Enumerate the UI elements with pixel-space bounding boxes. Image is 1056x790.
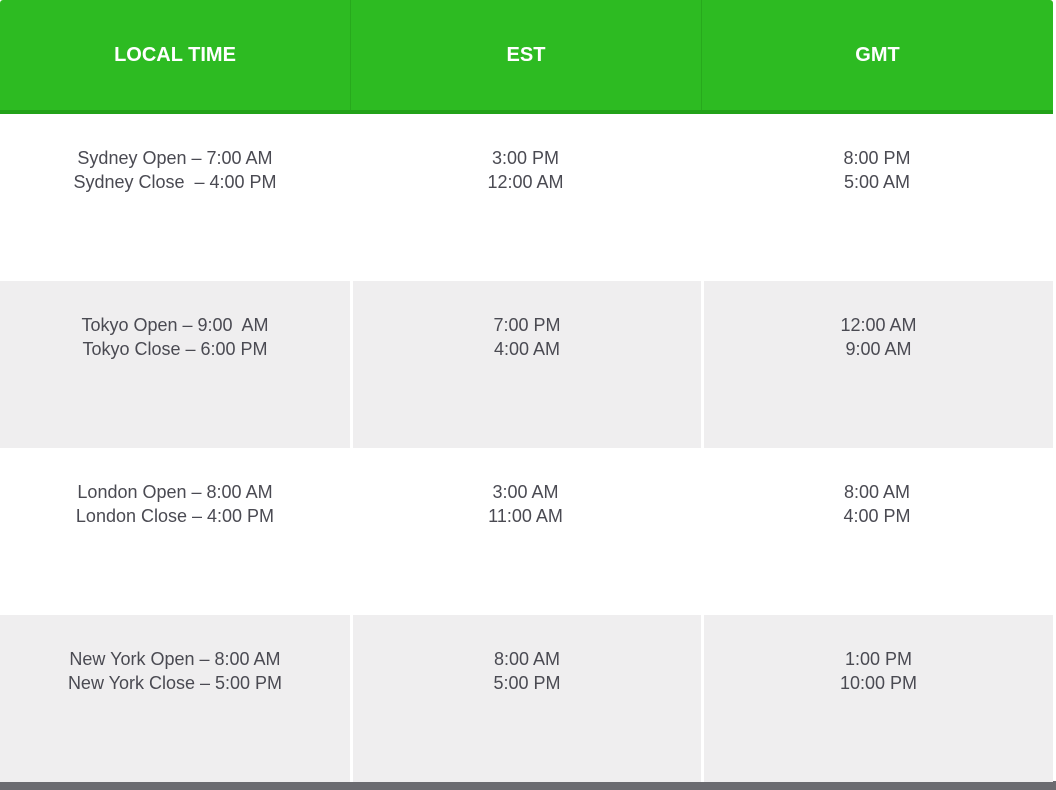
- table-cell: 8:00 AM 4:00 PM: [701, 448, 1053, 615]
- cell-text: 12:00 AM: [840, 315, 917, 335]
- cell-text: 11:00 AM: [488, 506, 563, 526]
- table-cell: Tokyo Open – 9:00 AM Tokyo Close – 6:00 P…: [0, 281, 350, 448]
- table-header: LOCAL TIME EST GMT: [0, 0, 1053, 114]
- table-cell: 1:00 PM 10:00 PM: [701, 615, 1053, 782]
- cell-text: 4:00 AM: [493, 339, 561, 359]
- cell-text: New York Open – 8:00 AM: [69, 649, 281, 669]
- cell-text: 4:00 PM: [843, 506, 911, 526]
- cell-text: Tokyo Close – 6:00 PM: [82, 339, 268, 359]
- cell-text: London Close – 4:00 PM: [75, 506, 275, 526]
- cell-text: 3:00 AM: [492, 482, 559, 502]
- cell-text: 8:00 AM: [493, 649, 561, 669]
- column-header: EST: [350, 0, 701, 110]
- table-row: New York Open – 8:00 AM New York Close – …: [0, 615, 1053, 782]
- table-row: London Open – 8:00 AM London Close – 4:00…: [0, 448, 1053, 615]
- table-row: Sydney Open – 7:00 AM Sydney Close – 4:00…: [0, 114, 1053, 281]
- cell-text: 8:00 AM: [843, 482, 911, 502]
- table-row: Tokyo Open – 9:00 AM Tokyo Close – 6:00 P…: [0, 281, 1053, 448]
- table-cell: New York Open – 8:00 AM New York Close – …: [0, 615, 350, 782]
- column-header: LOCAL TIME: [114, 43, 236, 66]
- cell-text: 5:00 PM: [493, 673, 561, 693]
- table-cell: Sydney Open – 7:00 AM Sydney Close – 4:00…: [0, 114, 350, 281]
- table-cell: 12:00 AM 9:00 AM: [701, 281, 1053, 448]
- cell-text: New York Close – 5:00 PM: [67, 673, 283, 693]
- cell-text: Sydney Open – 7:00 AM: [77, 148, 273, 168]
- footer-bar: [0, 781, 1056, 790]
- cell-text: 10:00 PM: [839, 673, 918, 693]
- table-cell: 8:00 PM 5:00 AM: [701, 114, 1053, 281]
- cell-text: 1:00 PM: [844, 649, 913, 669]
- column-header: GMT: [701, 0, 1053, 110]
- table-cell: 8:00 AM 5:00 PM: [350, 615, 701, 782]
- cell-text: 9:00 AM: [845, 339, 912, 359]
- cell-text: London Open – 8:00 AM: [77, 482, 273, 502]
- cell-text: 5:00 AM: [843, 172, 911, 192]
- cell-text: Tokyo Open – 9:00 AM: [81, 315, 269, 335]
- cell-text: 12:00 AM: [487, 172, 564, 192]
- table-cell: 3:00 PM 12:00 AM: [350, 114, 701, 281]
- table-cell: 3:00 AM 11:00 AM: [350, 448, 701, 615]
- cell-text: Sydney Close – 4:00 PM: [73, 172, 277, 192]
- table-cell: 7:00 PM 4:00 AM: [350, 281, 701, 448]
- cell-text: 8:00 PM: [843, 148, 911, 168]
- cell-text: 7:00 PM: [493, 315, 561, 335]
- table-cell: London Open – 8:00 AM London Close – 4:00…: [0, 448, 350, 615]
- cell-text: 3:00 PM: [491, 148, 560, 168]
